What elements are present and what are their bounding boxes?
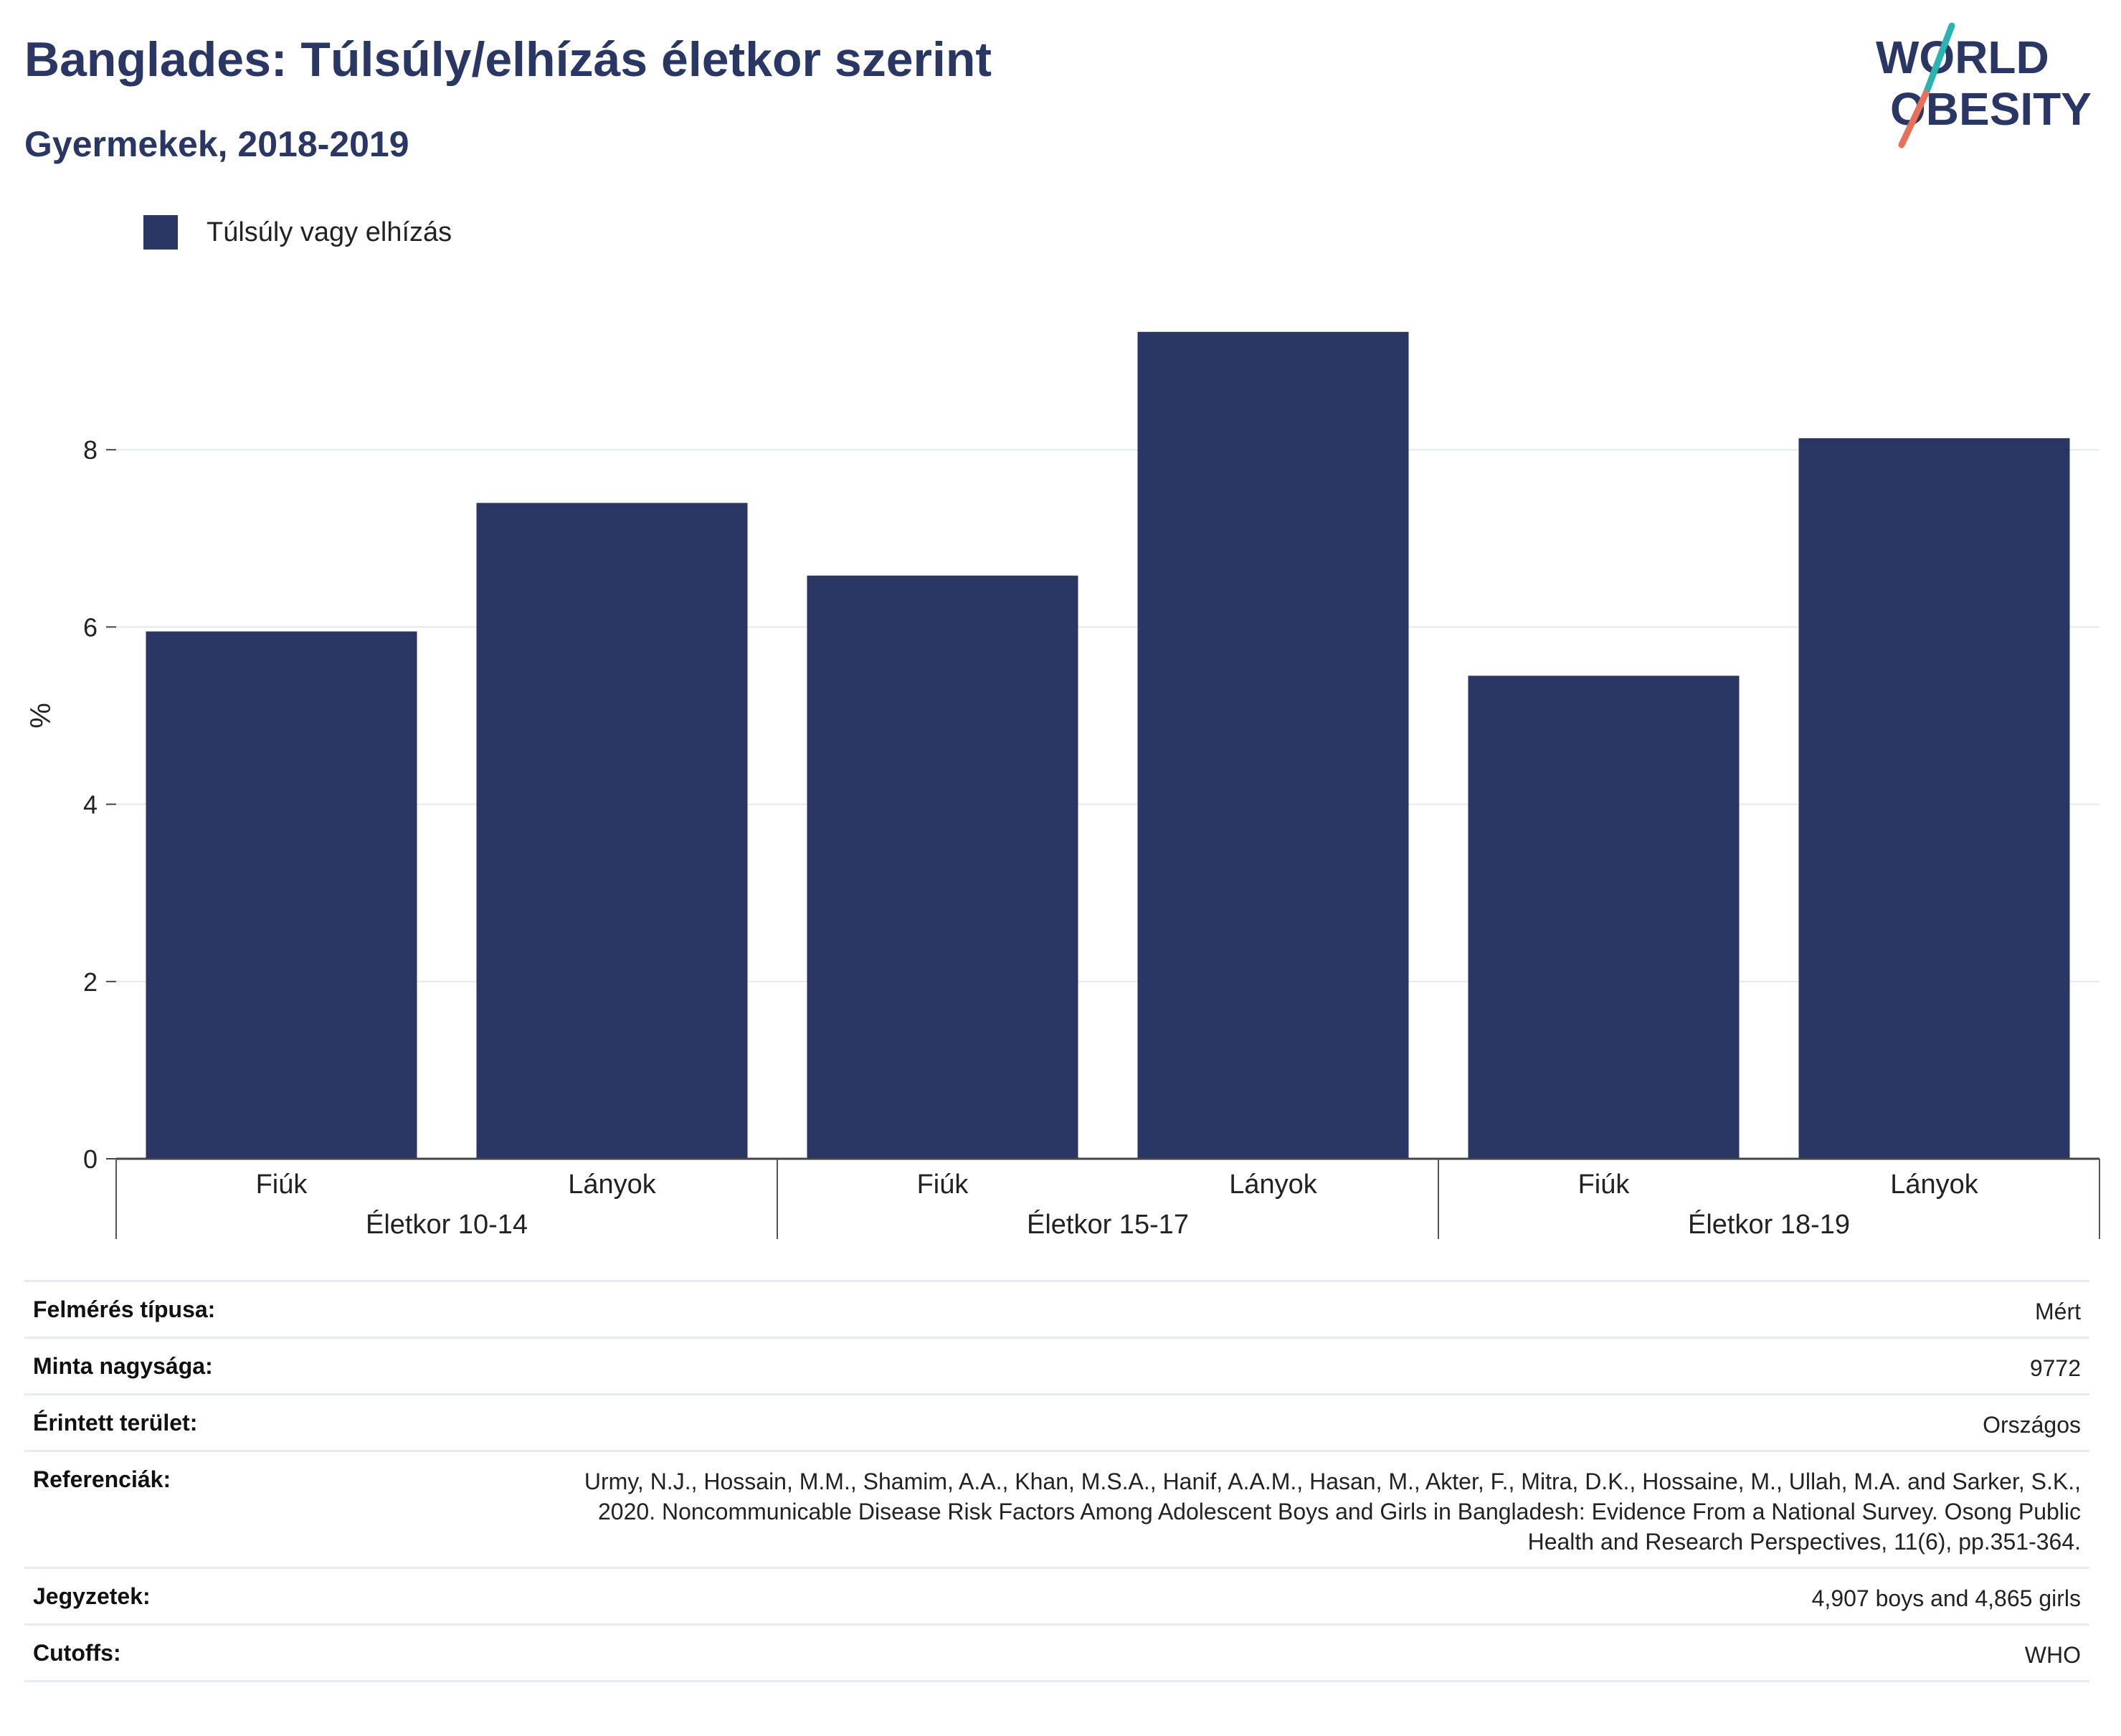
x-tick-label: Lányok — [568, 1170, 657, 1200]
bar — [807, 575, 1078, 1159]
bar — [146, 631, 417, 1159]
bar — [1137, 331, 1409, 1159]
y-tick-label: 8 — [83, 435, 98, 465]
x-tick-label: Lányok — [1229, 1170, 1318, 1200]
meta-label: Minta nagysága: — [33, 1353, 213, 1379]
meta-value: 9772 — [2029, 1355, 2081, 1381]
y-axis-label: % — [25, 703, 57, 729]
meta-value: WHO — [2024, 1642, 2081, 1668]
x-tick-label: Lányok — [1890, 1170, 1979, 1200]
meta-row: Felmérés típusa: Mért — [24, 1280, 2089, 1337]
meta-row: Érintett terület: Országos — [24, 1393, 2089, 1450]
legend-swatch — [143, 215, 178, 250]
y-tick-label: 6 — [83, 612, 98, 642]
bar — [1468, 675, 1740, 1159]
y-tick-label: 0 — [83, 1144, 98, 1174]
meta-value: Mért — [2035, 1299, 2081, 1324]
y-tick-label: 4 — [83, 790, 98, 820]
meta-row: Jegyzetek: 4,907 boys and 4,865 girls — [24, 1567, 2089, 1623]
meta-value: Urmy, N.J., Hossain, M.M., Shamim, A.A.,… — [584, 1469, 2081, 1555]
meta-label: Jegyzetek: — [33, 1583, 151, 1609]
meta-label: Cutoffs: — [33, 1640, 121, 1666]
logo-slash-coral — [1898, 90, 1930, 148]
bar-chart: 0 2 4 6 8% Fiúk Lányok Fiúk Lányok Fiúk Lányok Élet… — [25, 331, 2100, 1240]
y-tick-label: 2 — [83, 967, 98, 997]
meta-value: Országos — [1983, 1412, 2081, 1438]
group-label: Életkor 10-14 — [366, 1209, 528, 1240]
group-label: Életkor 15-17 — [1027, 1209, 1189, 1240]
logo-slash-teal — [1922, 22, 1955, 97]
meta-row: Minta nagysága: 9772 — [24, 1337, 2089, 1393]
chart-legend[interactable]: Túlsúly vagy elhízás — [143, 212, 452, 252]
world-obesity-logo: WORLD OBESITY — [1876, 22, 2092, 148]
logo-word-1: WORLD — [1876, 32, 2049, 83]
meta-label: Referenciák: — [33, 1466, 171, 1492]
legend-label: Túlsúly vagy elhízás — [207, 217, 452, 247]
meta-row: Referenciák: Urmy, N.J., Hossain, M.M., S… — [24, 1450, 2089, 1567]
chart-title: Banglades: Túlsúly/elhízás életkor szeri… — [24, 32, 992, 87]
metadata-table: Felmérés típusa: Mért Minta nagysága: 9772 É… — [24, 1280, 2089, 1682]
x-tick-label: Fiúk — [917, 1170, 969, 1200]
x-tick-label: Fiúk — [256, 1170, 308, 1200]
meta-value: 4,907 boys and 4,865 girls — [1811, 1585, 2081, 1611]
x-tick-label: Fiúk — [1578, 1170, 1631, 1200]
meta-label: Felmérés típusa: — [33, 1296, 216, 1322]
chart-subtitle: Gyermekek, 2018-2019 — [24, 124, 409, 164]
bar — [476, 503, 748, 1159]
meta-label: Érintett terület: — [33, 1410, 198, 1436]
bar — [1798, 438, 2070, 1159]
group-label: Életkor 18-19 — [1688, 1209, 1850, 1240]
meta-row: Cutoffs: WHO — [24, 1623, 2089, 1682]
